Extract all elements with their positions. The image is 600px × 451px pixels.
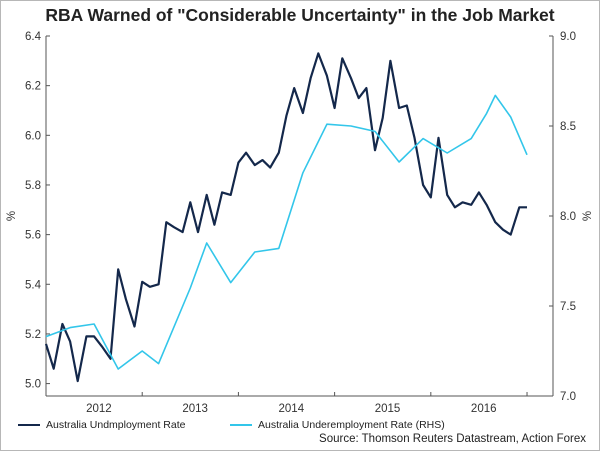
- source-note: Source: Thomson Reuters Datastream, Acti…: [319, 433, 586, 445]
- series-layer: [44, 52, 528, 383]
- y-left-tick-label: 5.8: [25, 180, 41, 192]
- y-right-tick-label: 7.5: [560, 301, 576, 313]
- y-right-tick-label: 8.5: [560, 121, 576, 133]
- chart-title: RBA Warned of "Considerable Uncertainty"…: [45, 5, 555, 25]
- y-left-tick-label: 6.2: [25, 81, 41, 93]
- y-left-tick-label: 6.4: [25, 31, 42, 43]
- y-left-tick-label: 5.6: [25, 230, 41, 242]
- y-right-tick-label: 7.0: [560, 391, 576, 403]
- legend-item-underemployment: Australia Underemployment Rate (RHS): [230, 419, 445, 431]
- x-tick-label: 2014: [279, 403, 305, 415]
- x-tick-label: 2012: [86, 403, 112, 415]
- tick-labels: 5.0 5.2 5.4 5.6 5.8 6.0 6.2 6.4 7.0 7.5 8.0 8.5 9.0 2…: [25, 31, 576, 415]
- axes: [45, 35, 554, 397]
- x-tick-label: 2013: [182, 403, 208, 415]
- y-left-tick-label: 5.4: [25, 279, 42, 291]
- legend-item-unemployment: Australia Undmployment Rate: [18, 419, 185, 431]
- legend-swatch-underemployment: [230, 424, 252, 427]
- legend-swatch-unemployment: [18, 424, 40, 427]
- y-axis-left-label: %: [6, 211, 18, 221]
- y-left-tick-label: 5.0: [25, 379, 41, 391]
- y-left-tick-label: 5.2: [25, 329, 41, 341]
- legend-label-underemployment: Australia Underemployment Rate (RHS): [258, 419, 445, 431]
- y-right-tick-label: 9.0: [560, 31, 576, 43]
- y-left-tick-label: 6.0: [25, 130, 41, 142]
- x-tick-label: 2015: [375, 403, 401, 415]
- series-line-unemployment: [44, 52, 527, 383]
- legend-label-unemployment: Australia Undmployment Rate: [46, 419, 186, 431]
- y-axis-right-label: %: [582, 211, 594, 221]
- series-line-underemployment: [45, 94, 528, 370]
- x-tick-label: 2016: [471, 403, 497, 415]
- y-right-tick-label: 8.0: [560, 211, 576, 223]
